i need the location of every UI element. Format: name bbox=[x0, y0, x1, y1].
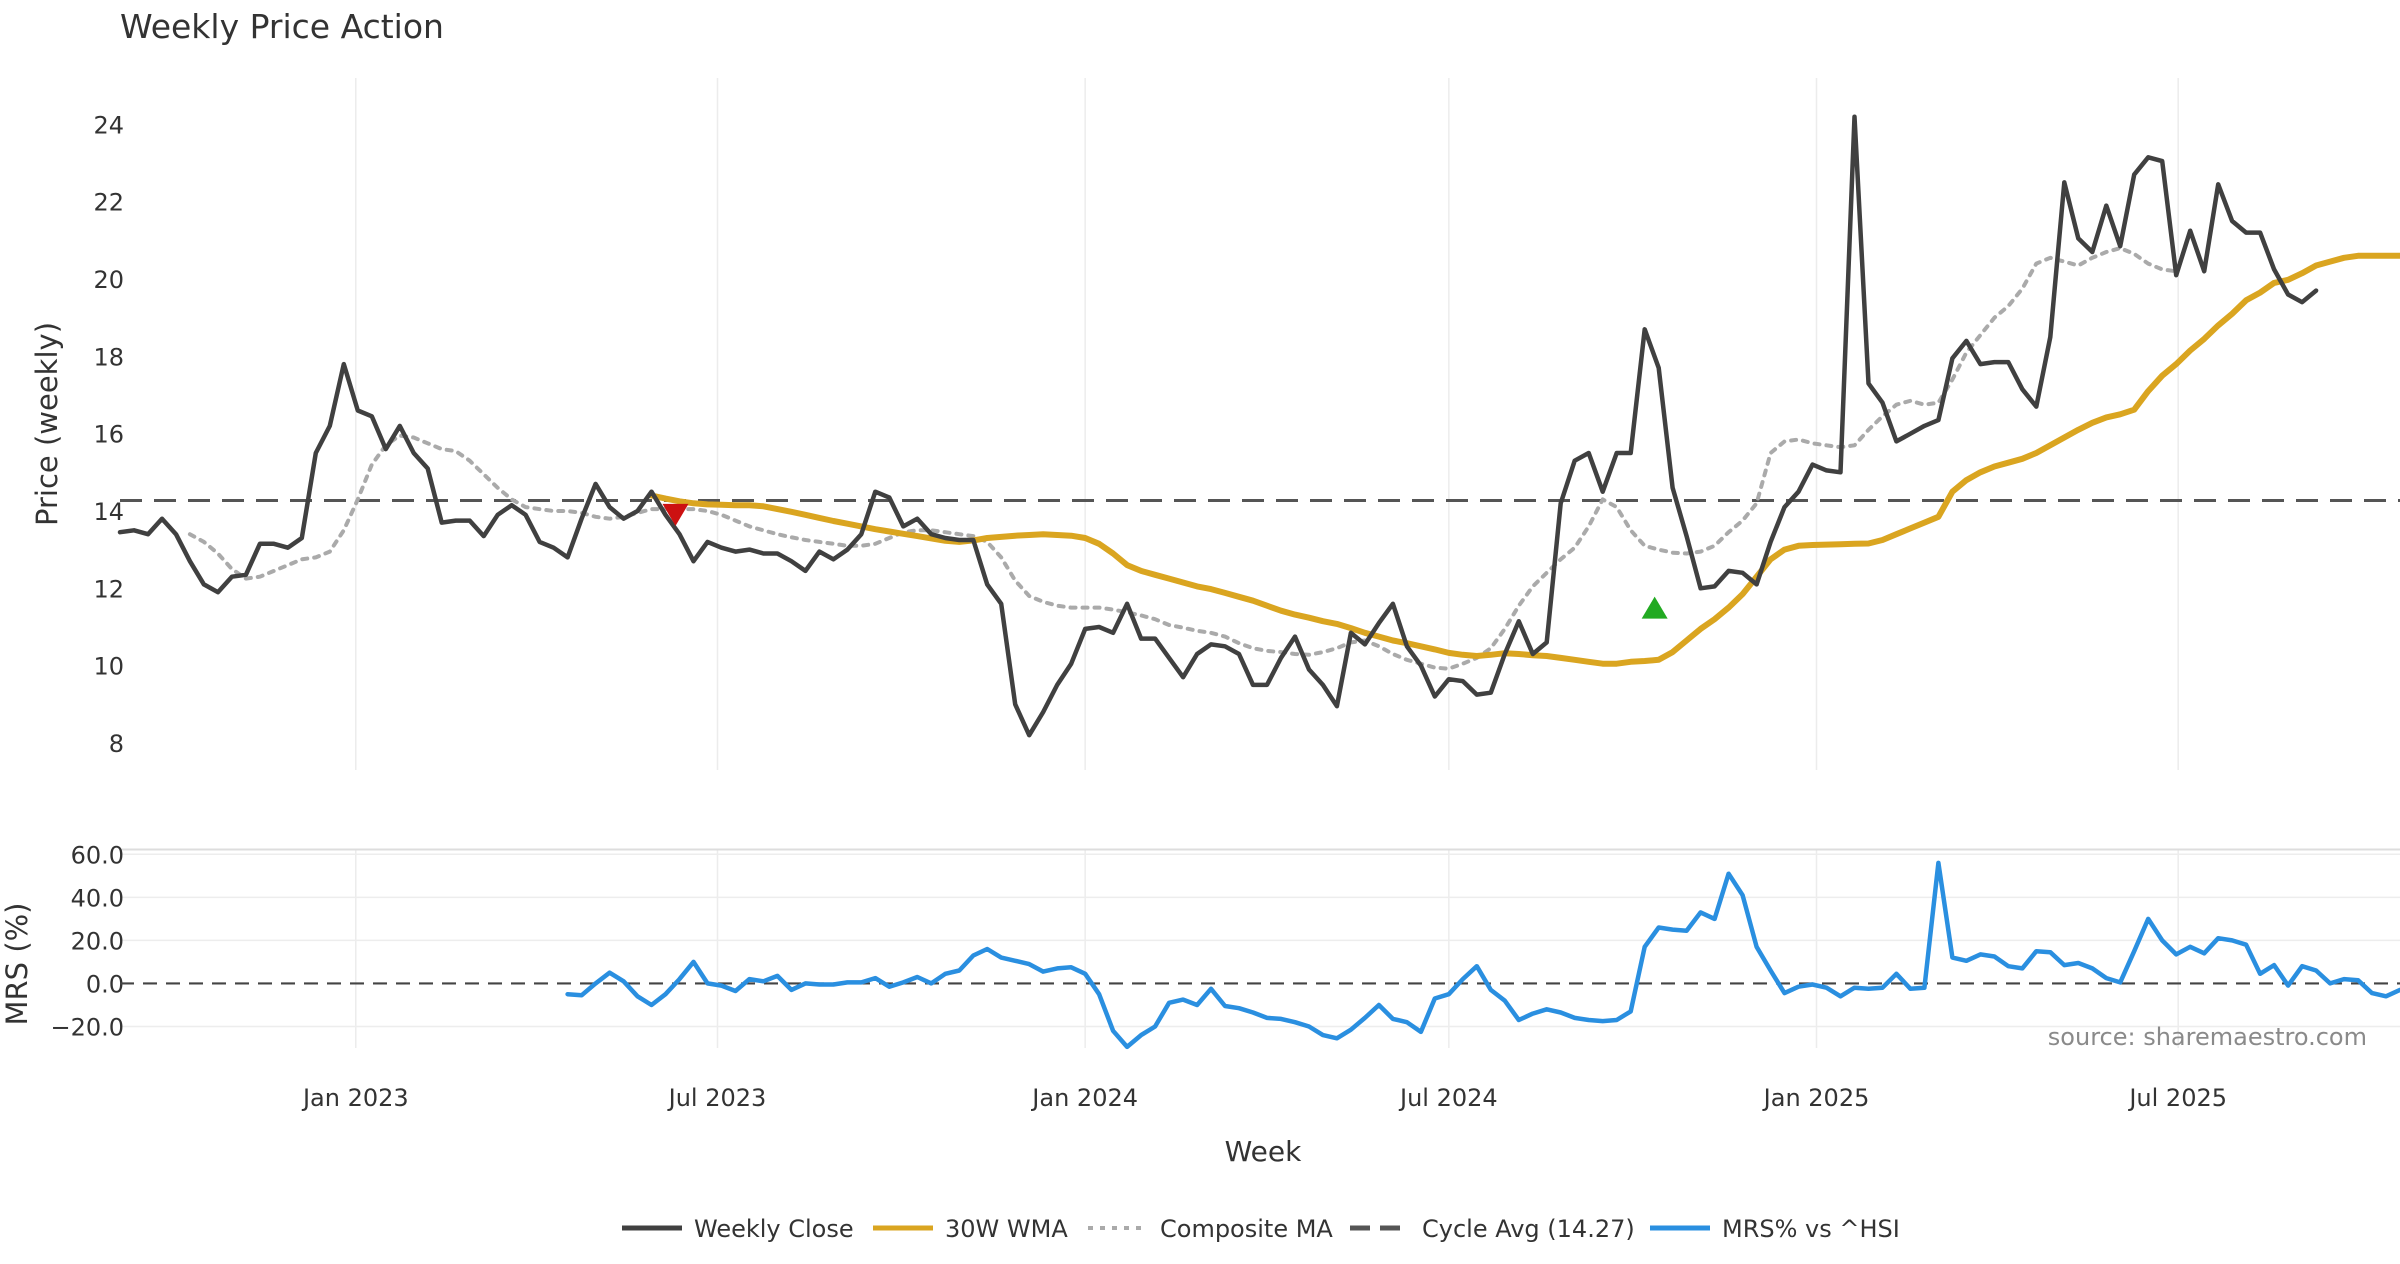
weekly-close-line bbox=[120, 117, 2316, 736]
price-y-tick-label: 12 bbox=[93, 575, 124, 603]
legend-label: 30W WMA bbox=[945, 1215, 1068, 1243]
mrs-y-tick-label: −20.0 bbox=[50, 1013, 124, 1041]
x-tick-label: Jul 2025 bbox=[2127, 1084, 2227, 1112]
chart-title: Weekly Price Action bbox=[120, 7, 444, 46]
price-panel: 8 10 12 14 16 18 20 22 24 Price (weekly) bbox=[30, 78, 2400, 770]
price-y-tick-label: 22 bbox=[93, 189, 124, 217]
mrs-y-axis-label: MRS (%) bbox=[0, 903, 34, 1026]
legend: Weekly Close 30W WMA Composite MA Cycle Avg… bbox=[622, 1215, 1900, 1243]
legend-label: Weekly Close bbox=[694, 1215, 854, 1243]
price-y-tick-label: 18 bbox=[93, 343, 124, 371]
price-y-tick-label: 16 bbox=[93, 421, 124, 449]
mrs-y-tick-label: 20.0 bbox=[71, 927, 124, 955]
x-axis: Jan 2023 Jul 2023 Jan 2024 Jul 2024 Jan 2025… bbox=[301, 1084, 2227, 1112]
x-tick-label: Jan 2025 bbox=[1762, 1084, 1870, 1112]
mrs-y-tick-label: 0.0 bbox=[86, 970, 124, 998]
price-y-tick-label: 8 bbox=[109, 730, 124, 758]
x-tick-label: Jul 2024 bbox=[1398, 1084, 1498, 1112]
price-y-tick-label: 24 bbox=[93, 111, 124, 139]
30w-wma-line bbox=[652, 256, 2400, 664]
x-tick-label: Jan 2024 bbox=[1030, 1084, 1138, 1112]
x-axis-label: Week bbox=[1225, 1135, 1302, 1168]
mrs-y-tick-label: 40.0 bbox=[71, 884, 124, 912]
x-tick-label: Jul 2023 bbox=[667, 1084, 767, 1112]
composite-ma-line bbox=[190, 248, 2176, 669]
legend-label: Cycle Avg (14.27) bbox=[1422, 1215, 1635, 1243]
legend-label: MRS% vs ^HSI bbox=[1722, 1215, 1900, 1243]
price-y-tick-label: 20 bbox=[93, 266, 124, 294]
x-tick-label: Jan 2023 bbox=[301, 1084, 409, 1112]
price-y-tick-label: 10 bbox=[93, 653, 124, 681]
mrs-vs-hsi-line bbox=[568, 863, 2400, 1047]
price-y-tick-label: 14 bbox=[93, 498, 124, 526]
buy-signal-marker bbox=[1642, 597, 1668, 619]
mrs-y-tick-label: 60.0 bbox=[71, 841, 124, 869]
legend-label: Composite MA bbox=[1160, 1215, 1333, 1243]
price-y-axis-label: Price (weekly) bbox=[30, 322, 64, 526]
source-text: source: sharemaestro.com bbox=[2048, 1023, 2367, 1051]
mrs-panel: 60.0 40.0 20.0 0.0 −20.0 MRS (%) bbox=[0, 841, 2400, 1048]
